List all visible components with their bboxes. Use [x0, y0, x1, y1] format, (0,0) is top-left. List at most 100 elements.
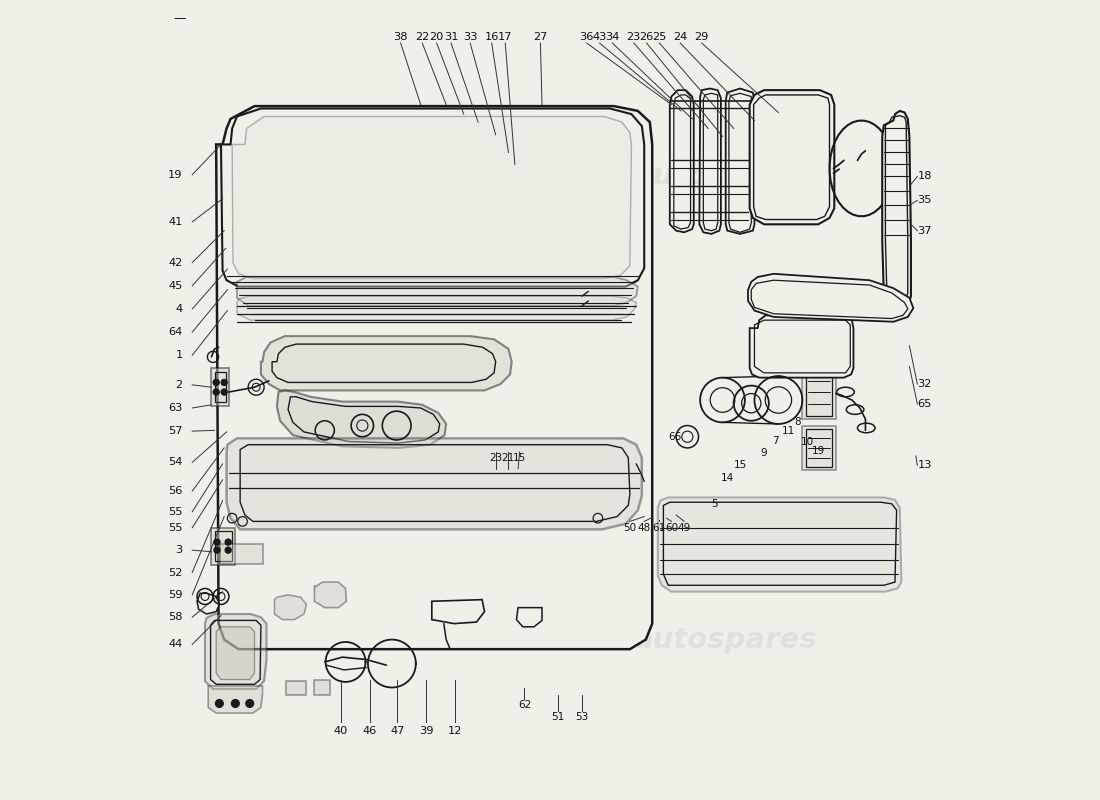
Text: 29: 29: [694, 32, 708, 42]
Text: 56: 56: [168, 486, 183, 496]
Text: 22: 22: [415, 32, 429, 42]
Text: 36: 36: [580, 32, 594, 42]
Text: 10: 10: [801, 437, 814, 446]
Circle shape: [245, 699, 254, 707]
Text: 8: 8: [794, 418, 801, 427]
Polygon shape: [208, 686, 263, 713]
Text: 48: 48: [638, 522, 651, 533]
Text: 54: 54: [168, 458, 183, 467]
Text: 45: 45: [168, 281, 183, 290]
Text: 39: 39: [419, 726, 433, 737]
Text: 26: 26: [639, 32, 653, 42]
Text: 1: 1: [175, 350, 183, 360]
Text: 14: 14: [720, 474, 734, 483]
Polygon shape: [261, 336, 512, 390]
Text: 33: 33: [463, 32, 477, 42]
Text: 25: 25: [652, 32, 667, 42]
Text: 4: 4: [176, 304, 183, 314]
Polygon shape: [221, 109, 645, 286]
Text: 60: 60: [664, 522, 678, 533]
Circle shape: [213, 389, 219, 395]
Polygon shape: [315, 582, 346, 608]
Text: 61: 61: [652, 522, 666, 533]
Text: 19: 19: [168, 170, 183, 180]
Text: 51: 51: [551, 712, 564, 722]
Circle shape: [221, 389, 228, 395]
Text: 47: 47: [390, 726, 405, 737]
Text: 58: 58: [168, 612, 183, 622]
Polygon shape: [802, 426, 836, 470]
Text: —: —: [173, 12, 186, 25]
Polygon shape: [217, 106, 652, 649]
Text: 23: 23: [627, 32, 641, 42]
Circle shape: [213, 379, 219, 386]
Text: eurospares: eurospares: [234, 162, 418, 190]
Text: 62: 62: [518, 700, 531, 710]
Text: 16: 16: [484, 32, 499, 42]
Circle shape: [226, 547, 231, 554]
Text: autospares: autospares: [234, 626, 418, 654]
Text: 64: 64: [168, 327, 183, 337]
Polygon shape: [236, 277, 638, 306]
Circle shape: [213, 539, 220, 546]
Text: 37: 37: [917, 226, 932, 236]
Polygon shape: [220, 544, 263, 564]
Text: 34: 34: [605, 32, 619, 42]
Text: 15: 15: [513, 454, 526, 463]
Text: eurospares: eurospares: [634, 162, 817, 190]
Polygon shape: [236, 296, 636, 320]
Polygon shape: [750, 315, 854, 378]
Circle shape: [231, 699, 240, 707]
Polygon shape: [750, 90, 834, 224]
Polygon shape: [286, 681, 307, 695]
Text: 27: 27: [534, 32, 548, 42]
Polygon shape: [726, 89, 755, 234]
Polygon shape: [517, 608, 542, 627]
Polygon shape: [232, 117, 631, 278]
Polygon shape: [670, 90, 694, 232]
Circle shape: [226, 539, 231, 546]
Text: 21: 21: [500, 454, 515, 463]
Text: 59: 59: [168, 590, 183, 600]
Circle shape: [221, 379, 228, 386]
Text: 63: 63: [168, 403, 183, 413]
Text: 57: 57: [168, 426, 183, 436]
Text: 24: 24: [673, 32, 688, 42]
Text: 2: 2: [176, 380, 183, 390]
Polygon shape: [432, 600, 484, 624]
Polygon shape: [882, 111, 911, 310]
Polygon shape: [802, 368, 836, 419]
Polygon shape: [700, 89, 720, 234]
Text: 9: 9: [761, 448, 768, 458]
Polygon shape: [275, 595, 307, 620]
Text: 35: 35: [917, 195, 932, 206]
Polygon shape: [277, 390, 447, 448]
Text: 44: 44: [168, 639, 183, 650]
Polygon shape: [211, 528, 235, 565]
Text: 13: 13: [917, 461, 932, 470]
Text: 31: 31: [443, 32, 459, 42]
Text: 18: 18: [917, 171, 932, 182]
Text: 3: 3: [175, 545, 183, 555]
Text: 19: 19: [812, 446, 825, 456]
Text: 53: 53: [575, 712, 589, 722]
Circle shape: [216, 699, 223, 707]
Text: 41: 41: [168, 217, 183, 227]
Text: 49: 49: [678, 522, 691, 533]
Text: 32: 32: [917, 379, 932, 389]
Text: 17: 17: [498, 32, 513, 42]
Polygon shape: [314, 679, 330, 695]
Polygon shape: [227, 438, 641, 530]
Text: 20: 20: [429, 32, 443, 42]
Text: 50: 50: [624, 522, 637, 533]
Polygon shape: [211, 368, 229, 406]
Text: 52: 52: [168, 567, 183, 578]
Text: 55: 55: [168, 507, 183, 517]
Polygon shape: [748, 274, 913, 322]
Text: 42: 42: [168, 258, 183, 268]
Text: 7: 7: [772, 436, 779, 446]
Text: autospares: autospares: [634, 626, 817, 654]
Text: 12: 12: [448, 726, 462, 737]
Text: 43: 43: [592, 32, 607, 42]
Text: 15: 15: [734, 461, 747, 470]
